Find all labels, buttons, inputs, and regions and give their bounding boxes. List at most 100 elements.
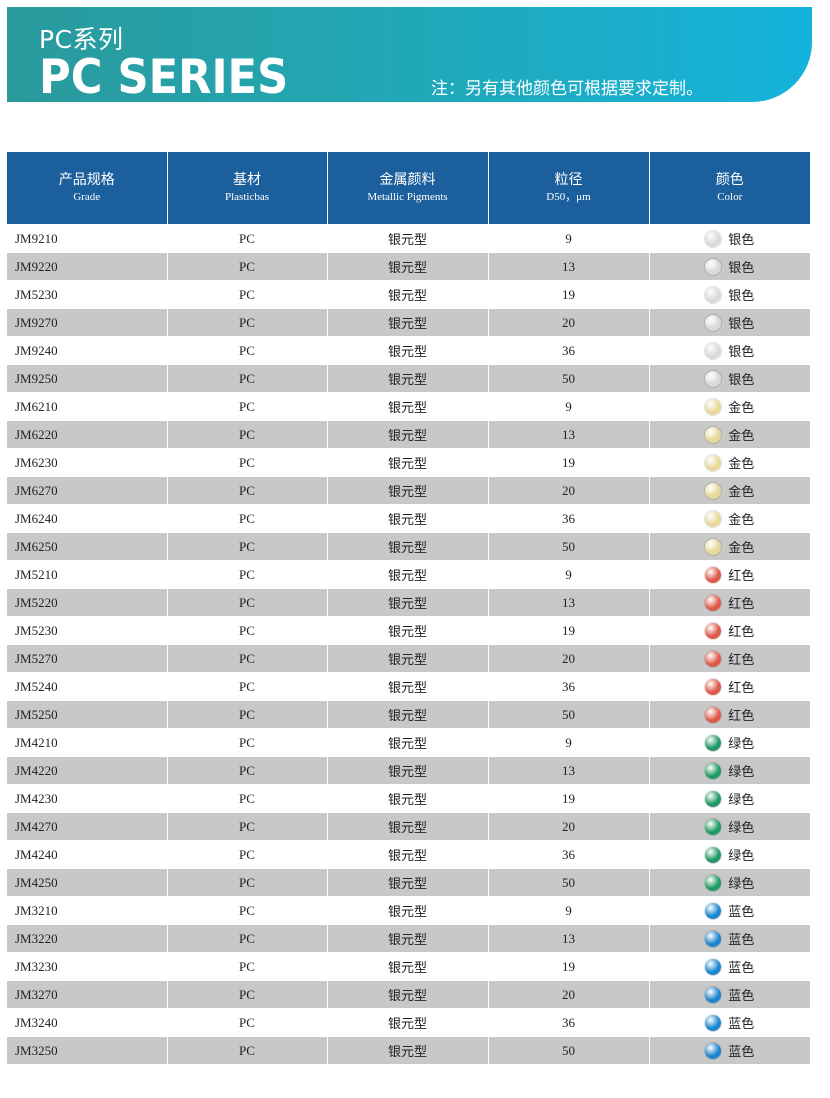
color-name: 红色 — [728, 681, 755, 696]
color-swatch-icon — [705, 342, 722, 359]
grade-cell: JM6250 — [7, 532, 168, 561]
series-subtitle: PC系列 — [39, 25, 124, 54]
table-row: JM4240 PC 银元型 36 绿色 — [7, 840, 810, 869]
base-material-cell: PC — [166, 672, 328, 701]
grade-cell: JM4220 — [7, 756, 168, 785]
column-header-cn: 产品规格 — [58, 172, 115, 188]
particle-size-cell: 36 — [487, 840, 650, 869]
grade-cell: JM5240 — [7, 672, 168, 701]
particle-size-cell: 9 — [487, 392, 650, 421]
color-swatch-icon — [705, 538, 722, 555]
color-name: 银色 — [728, 233, 755, 248]
particle-size-cell: 20 — [487, 476, 650, 505]
color-name: 绿色 — [728, 765, 755, 780]
header-banner: PC系列 PC SERIES 注：另有其他颜色可根据要求定制。 — [7, 7, 812, 102]
pigment-cell: 银元型 — [326, 812, 489, 841]
color-swatch-icon — [705, 286, 722, 303]
column-header-cn: 金属颜料 — [379, 172, 436, 188]
color-cell: 金色 — [648, 392, 810, 421]
color-cell: 绿色 — [648, 756, 810, 785]
color-name: 蓝色 — [728, 1017, 755, 1032]
color-name: 蓝色 — [728, 1045, 755, 1060]
color-cell: 银色 — [648, 336, 810, 365]
product-spec-table: 产品规格 Grade 基材 Plasticbas 金属颜料 Metallic P… — [7, 152, 810, 1064]
base-material-cell: PC — [166, 224, 328, 253]
color-name: 红色 — [728, 625, 755, 640]
color-name: 银色 — [728, 345, 755, 360]
color-swatch-icon — [705, 566, 722, 583]
pigment-cell: 银元型 — [326, 644, 489, 673]
particle-size-cell: 19 — [487, 784, 650, 813]
pigment-cell: 银元型 — [326, 532, 489, 561]
color-cell: 红色 — [648, 672, 810, 701]
table-row: JM3270 PC 银元型 20 蓝色 — [7, 980, 810, 1009]
particle-size-cell: 36 — [487, 336, 650, 365]
particle-size-cell: 9 — [487, 560, 650, 589]
color-name: 银色 — [728, 289, 755, 304]
color-swatch-icon — [705, 874, 722, 891]
particle-size-cell: 19 — [487, 952, 650, 981]
pigment-cell: 银元型 — [326, 560, 489, 589]
table-row: JM4270 PC 银元型 20 绿色 — [7, 812, 810, 841]
table-row: JM6210 PC 银元型 9 金色 — [7, 392, 810, 421]
particle-size-cell: 9 — [487, 896, 650, 925]
color-cell: 绿色 — [648, 840, 810, 869]
pigment-cell: 银元型 — [326, 420, 489, 449]
table-row: JM3250 PC 银元型 50 蓝色 — [7, 1036, 810, 1064]
base-material-cell: PC — [166, 896, 328, 925]
color-cell: 银色 — [648, 252, 810, 281]
series-title: PC SERIES — [39, 50, 289, 103]
pigment-cell: 银元型 — [326, 784, 489, 813]
pigment-cell: 银元型 — [326, 700, 489, 729]
color-cell: 蓝色 — [648, 924, 810, 953]
grade-cell: JM6210 — [7, 392, 168, 421]
table-row: JM9210 PC 银元型 9 银色 — [7, 224, 810, 253]
color-swatch-icon — [705, 986, 722, 1003]
pigment-cell: 银元型 — [326, 924, 489, 953]
grade-cell: JM9210 — [7, 224, 168, 253]
color-swatch-icon — [705, 370, 722, 387]
base-material-cell: PC — [166, 840, 328, 869]
color-cell: 蓝色 — [648, 1036, 810, 1064]
table-row: JM5220 PC 银元型 13 红色 — [7, 588, 810, 617]
particle-size-cell: 13 — [487, 588, 650, 617]
base-material-cell: PC — [166, 448, 328, 477]
base-material-cell: PC — [166, 616, 328, 645]
table-row: JM3240 PC 银元型 36 蓝色 — [7, 1008, 810, 1037]
color-swatch-icon — [705, 454, 722, 471]
color-name: 红色 — [728, 597, 755, 612]
table-row: JM4220 PC 银元型 13 绿色 — [7, 756, 810, 785]
grade-cell: JM6220 — [7, 420, 168, 449]
base-material-cell: PC — [166, 784, 328, 813]
base-material-cell: PC — [166, 252, 328, 281]
base-material-cell: PC — [166, 392, 328, 421]
base-material-cell: PC — [166, 588, 328, 617]
color-swatch-icon — [705, 230, 722, 247]
pigment-cell: 银元型 — [326, 616, 489, 645]
grade-cell: JM5230 — [7, 616, 168, 645]
table-row: JM5240 PC 银元型 36 红色 — [7, 672, 810, 701]
color-name: 绿色 — [728, 877, 755, 892]
color-name: 金色 — [728, 401, 755, 416]
base-material-cell: PC — [166, 756, 328, 785]
particle-size-cell: 19 — [487, 448, 650, 477]
table-row: JM5270 PC 银元型 20 红色 — [7, 644, 810, 673]
color-swatch-icon — [705, 594, 722, 611]
color-cell: 蓝色 — [648, 1008, 810, 1037]
color-cell: 绿色 — [648, 812, 810, 841]
particle-size-cell: 50 — [487, 868, 650, 897]
base-material-cell: PC — [166, 1036, 328, 1064]
table-row: JM4250 PC 银元型 50 绿色 — [7, 868, 810, 897]
color-cell: 银色 — [648, 224, 810, 253]
table-row: JM9270 PC 银元型 20 银色 — [7, 308, 810, 337]
color-cell: 金色 — [648, 420, 810, 449]
color-cell: 银色 — [648, 280, 810, 309]
base-material-cell: PC — [166, 812, 328, 841]
base-material-cell: PC — [166, 1008, 328, 1037]
table-row: JM6240 PC 银元型 36 金色 — [7, 504, 810, 533]
particle-size-cell: 50 — [487, 532, 650, 561]
color-cell: 蓝色 — [648, 952, 810, 981]
table-header: 产品规格 Grade 基材 Plasticbas 金属颜料 Metallic P… — [7, 152, 810, 225]
table-body: JM9210 PC 银元型 9 银色 JM9220 PC 银元型 13 银色 JM5230 PC 银元型… — [7, 224, 810, 1064]
color-cell: 绿色 — [648, 784, 810, 813]
